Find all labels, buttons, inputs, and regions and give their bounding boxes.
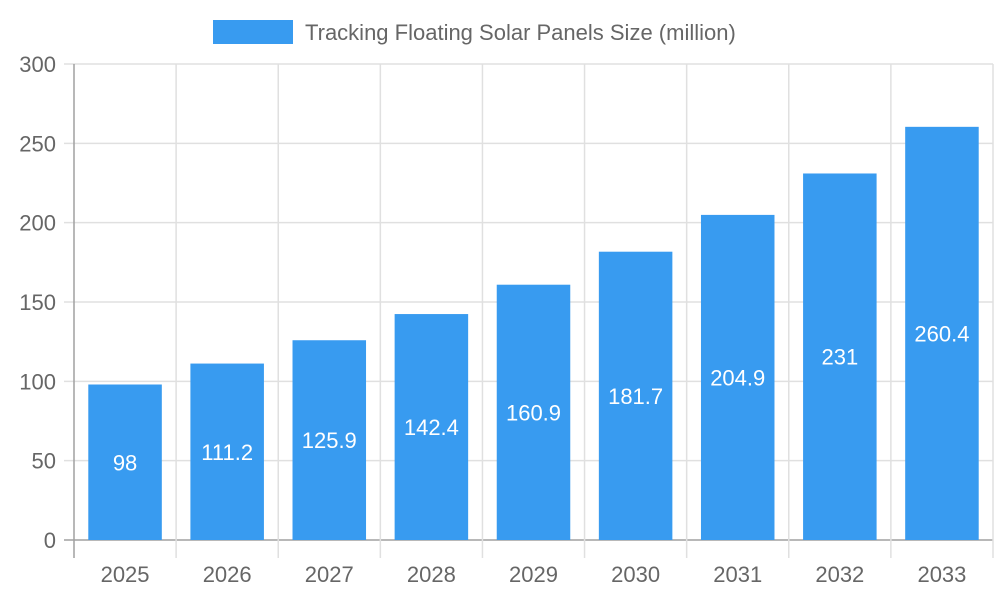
y-tick-label: 50 — [32, 449, 56, 474]
data-label: 231 — [821, 345, 858, 370]
legend[interactable]: Tracking Floating Solar Panels Size (mil… — [213, 20, 736, 45]
y-tick-label: 100 — [19, 369, 56, 394]
y-tick-label: 0 — [44, 528, 56, 553]
x-tick-label: 2028 — [407, 562, 456, 587]
x-tick-label: 2025 — [101, 562, 150, 587]
data-label: 260.4 — [914, 321, 969, 346]
bar — [496, 284, 571, 540]
x-tick-label: 2033 — [917, 562, 966, 587]
x-tick-label: 2029 — [509, 562, 558, 587]
y-tick-label: 150 — [19, 290, 56, 315]
x-tick-label: 2026 — [203, 562, 252, 587]
x-tick-label: 2030 — [611, 562, 660, 587]
y-tick-label: 250 — [19, 131, 56, 156]
data-label: 142.4 — [404, 415, 459, 440]
bar — [803, 173, 877, 541]
data-label: 98 — [113, 450, 137, 475]
legend-swatch — [213, 20, 293, 44]
x-tick-label: 2031 — [713, 562, 762, 587]
data-label: 204.9 — [710, 365, 765, 390]
data-label: 160.9 — [506, 400, 561, 425]
y-tick-label: 200 — [19, 211, 56, 236]
x-tick-label: 2027 — [305, 562, 354, 587]
data-label: 125.9 — [302, 428, 357, 453]
data-label: 181.7 — [608, 384, 663, 409]
legend-label: Tracking Floating Solar Panels Size (mil… — [305, 20, 736, 45]
x-tick-label: 2032 — [815, 562, 864, 587]
y-tick-label: 300 — [19, 52, 56, 77]
bar — [88, 384, 162, 540]
bar — [394, 314, 469, 540]
bar — [598, 251, 673, 540]
bar — [190, 363, 264, 540]
bar — [700, 214, 775, 540]
data-label: 111.2 — [201, 440, 253, 465]
bar — [292, 340, 367, 540]
bar — [905, 126, 979, 540]
